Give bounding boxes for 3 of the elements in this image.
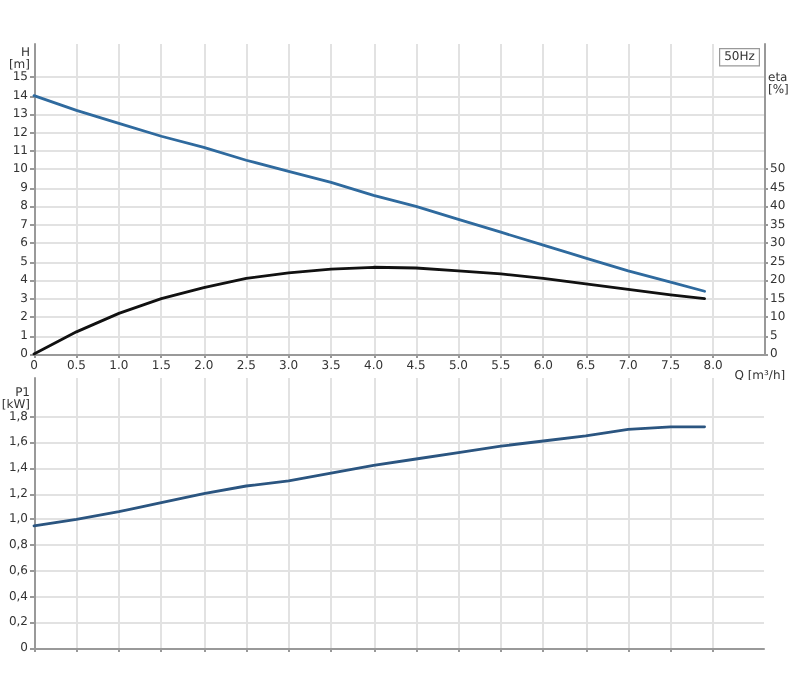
line-series: [32, 94, 706, 293]
line-series: [32, 265, 706, 356]
line-series: [32, 425, 706, 528]
